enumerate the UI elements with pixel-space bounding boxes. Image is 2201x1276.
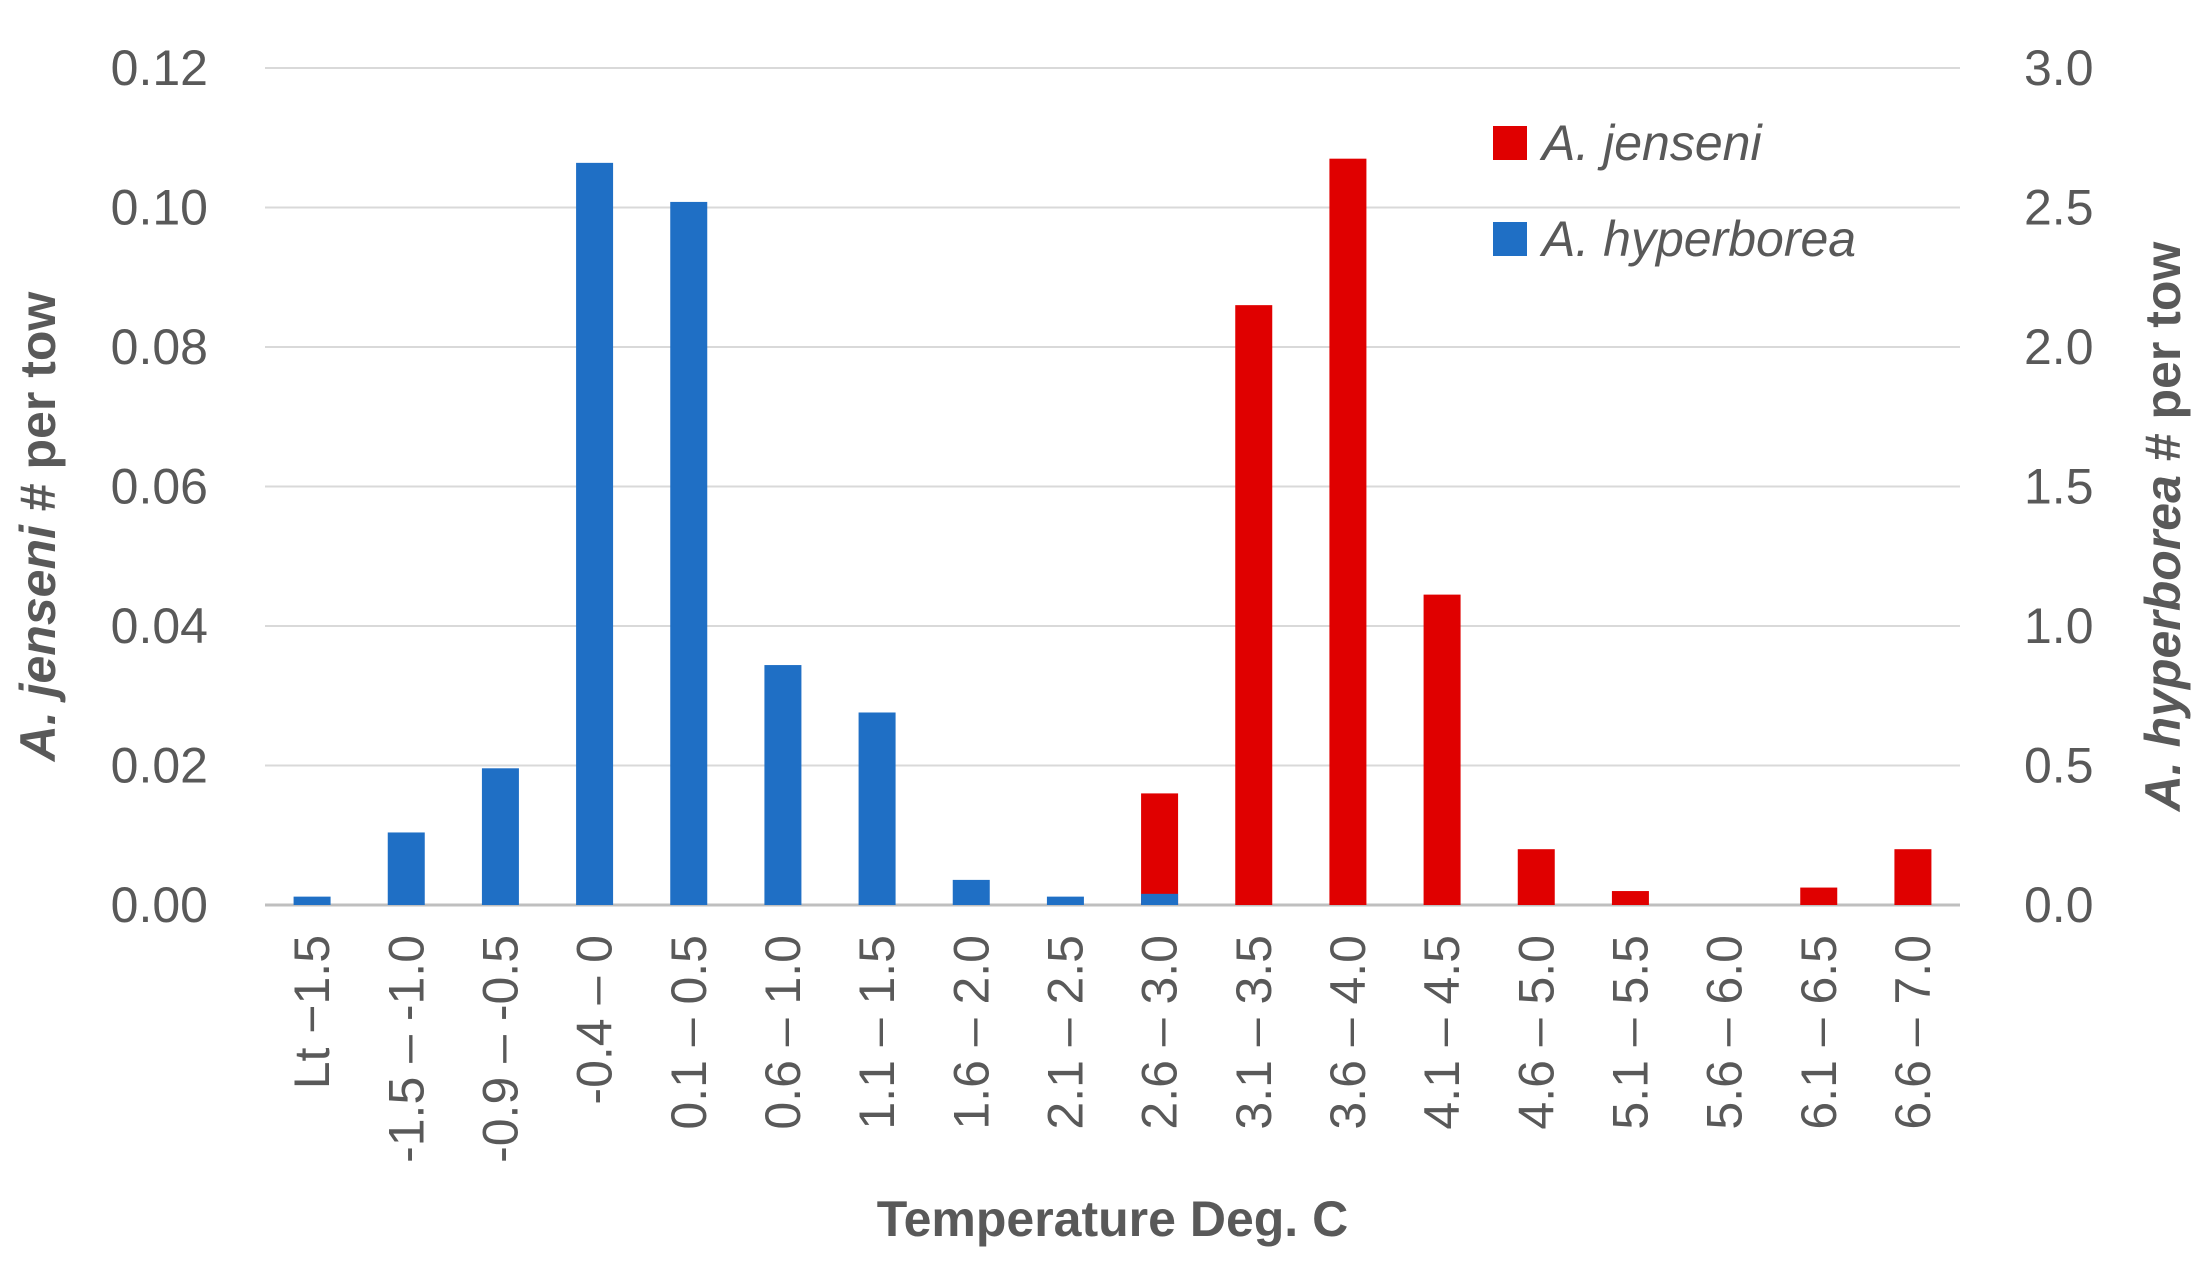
bar-a-hyperborea [481, 768, 519, 905]
x-tick-label: 6.6 – 7.0 [1885, 935, 1941, 1130]
y-tick-label-right: 1.0 [2024, 598, 2094, 654]
y-tick-label-left: 0.06 [111, 459, 208, 515]
x-tick-label: 5.6 – 6.0 [1697, 935, 1753, 1130]
y-axis-title-left-unit: # per tow [10, 292, 66, 525]
gridlines [265, 67, 1960, 907]
y-tick-label-left: 0.10 [111, 180, 208, 236]
legend-swatch-a-jenseni [1493, 126, 1527, 160]
y-axis-title-left-species: A. jenseni [10, 524, 66, 763]
bar-a-jenseni [1894, 849, 1932, 905]
legend-swatch-a-hyperborea [1493, 222, 1527, 256]
axes: 0.00 0.02 0.04 0.06 0.08 0.10 0.12 0.0 0.5 1.0 1.5… [111, 40, 2094, 1163]
bar-a-hyperborea [670, 201, 708, 906]
y-tick-label-right: 0.5 [2024, 738, 2094, 794]
x-tick-label: 2.1 – 2.5 [1037, 935, 1093, 1130]
bar-a-jenseni [1611, 891, 1649, 905]
bar-a-hyperborea [952, 879, 990, 905]
bar-a-hyperborea [293, 896, 331, 905]
y-tick-label-left: 0.12 [111, 40, 208, 96]
y-tick-label-left: 0.02 [111, 738, 208, 794]
bar-a-jenseni [1800, 887, 1838, 905]
x-tick-label: 1.1 – 1.5 [849, 935, 905, 1130]
x-tick-label: 3.6 – 4.0 [1320, 935, 1376, 1130]
x-tick-label: 0.1 – 0.5 [661, 935, 717, 1130]
x-tick-label: -1.5 – -1.0 [378, 935, 434, 1163]
bar-a-jenseni [1423, 594, 1461, 905]
bar-a-hyperborea [1141, 893, 1179, 905]
y-tick-label-right: 2.0 [2024, 319, 2094, 375]
x-tick-label: 0.6 – 1.0 [755, 935, 811, 1130]
legend-label-a-hyperborea: A. hyperborea [1539, 211, 1856, 267]
x-tick-label: -0.9 – -0.5 [472, 935, 528, 1163]
x-tick-label: Lt −1.5 [284, 935, 340, 1089]
x-tick-label: 5.1 – 5.5 [1602, 935, 1658, 1130]
bar-a-jenseni [1329, 158, 1367, 906]
bar-a-hyperborea [764, 665, 802, 905]
y-tick-label-left: 0.08 [111, 319, 208, 375]
bar-a-hyperborea [858, 712, 896, 905]
bar-a-hyperborea [1046, 896, 1084, 905]
bars [293, 158, 1932, 906]
y-axis-title-right-species: A. hyperborea [2135, 475, 2191, 813]
x-tick-label: 3.1 – 3.5 [1226, 935, 1282, 1130]
y-axis-title-left: A. jenseni # per tow [10, 292, 66, 764]
x-tick-label: 2.6 – 3.0 [1132, 935, 1188, 1130]
legend: A. jenseni A. hyperborea [1493, 115, 1856, 267]
y-tick-label-left: 0.04 [111, 598, 208, 654]
y-tick-label-right: 2.5 [2024, 180, 2094, 236]
y-tick-label-left: 0.00 [111, 877, 208, 933]
bar-a-jenseni [1141, 793, 1179, 905]
y-tick-label-right: 0.0 [2024, 877, 2094, 933]
bar-a-hyperborea [387, 832, 425, 905]
y-tick-label-right: 3.0 [2024, 40, 2094, 96]
legend-label-a-jenseni: A. jenseni [1539, 115, 1763, 171]
bar-a-jenseni [1235, 305, 1273, 905]
x-tick-label: 1.6 – 2.0 [943, 935, 999, 1130]
x-tick-label: 4.1 – 4.5 [1414, 935, 1470, 1130]
x-axis-title: Temperature Deg. C [877, 1191, 1348, 1247]
y-axis-title-right-unit: # per tow [2135, 242, 2191, 475]
bar-a-jenseni [1517, 849, 1555, 905]
x-tick-label: 6.1 – 6.5 [1791, 935, 1847, 1130]
y-tick-label-right: 1.5 [2024, 459, 2094, 515]
y-axis-title-right: A. hyperborea # per tow [2135, 242, 2191, 814]
x-tick-label: -0.4 – 0 [567, 935, 623, 1105]
x-tick-label: 4.6 – 5.0 [1508, 935, 1564, 1130]
bar-a-hyperborea [576, 162, 614, 906]
